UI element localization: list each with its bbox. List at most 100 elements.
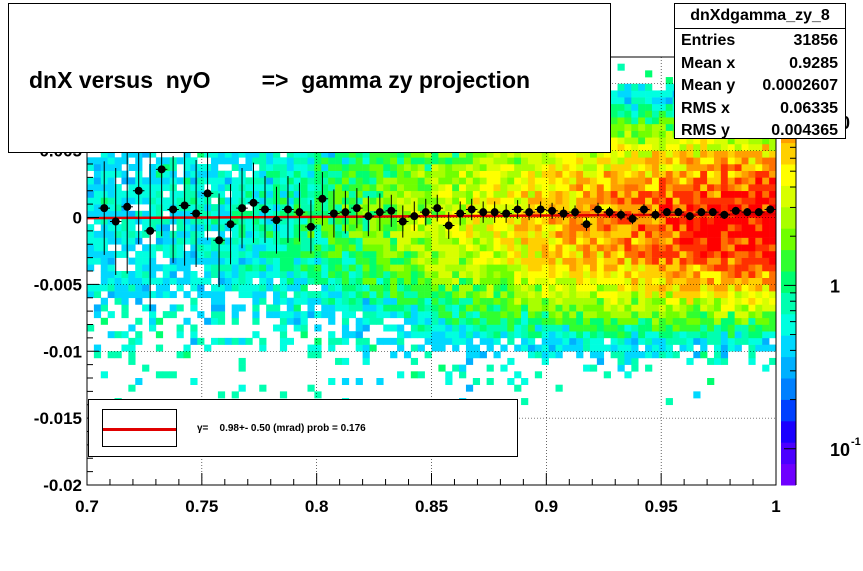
heatmap-cell	[149, 324, 157, 332]
heatmap-cell	[190, 190, 198, 198]
heatmap-cell	[335, 284, 343, 292]
heatmap-cell	[651, 164, 660, 171]
heatmap-cell	[665, 398, 673, 406]
heatmap-cell	[459, 204, 467, 212]
heatmap-cell	[603, 311, 611, 319]
heatmap-cell	[645, 331, 653, 339]
heatmap-cell	[493, 304, 501, 312]
heatmap-cell	[603, 164, 611, 171]
heatmap-cell	[162, 224, 170, 232]
heatmap-cell	[734, 304, 742, 312]
heatmap-cell	[93, 230, 102, 238]
heatmap-cell	[245, 271, 253, 278]
heatmap-cell	[390, 297, 398, 305]
heatmap-cell	[390, 284, 398, 292]
heatmap-cell	[555, 324, 563, 332]
heatmap-cell	[617, 364, 625, 372]
heatmap-cell	[624, 277, 632, 285]
heatmap-cell	[238, 264, 246, 272]
heatmap-cell	[279, 204, 288, 212]
heatmap-cell	[252, 230, 260, 238]
heatmap-cell	[521, 331, 529, 339]
heatmap-cell	[376, 284, 384, 292]
heatmap-cell	[438, 331, 446, 339]
heatmap-cell	[624, 291, 632, 299]
heatmap-cell	[293, 150, 301, 158]
heatmap-cell	[307, 177, 315, 185]
heatmap-cell	[252, 224, 260, 232]
heatmap-cell	[259, 257, 267, 265]
heatmap-cell	[762, 324, 770, 332]
heatmap-cell	[658, 123, 667, 131]
heatmap-cell	[431, 184, 439, 192]
heatmap-cell	[197, 244, 205, 252]
heatmap-cell	[465, 230, 474, 238]
heatmap-cell	[686, 170, 694, 178]
heatmap-cell	[438, 244, 446, 252]
heatmap-cell	[727, 164, 735, 171]
heatmap-cell	[651, 217, 660, 225]
heatmap-cell	[355, 304, 363, 312]
heatmap-cell	[362, 284, 370, 292]
heatmap-cell	[149, 317, 157, 325]
heatmap-cell	[259, 271, 267, 278]
heatmap-cell	[445, 304, 453, 312]
heatmap-cell	[445, 204, 453, 212]
heatmap-cell	[521, 170, 529, 178]
heatmap-cell	[734, 217, 742, 225]
heatmap-cell	[769, 190, 777, 198]
heatmap-cell	[403, 150, 412, 158]
heatmap-cell	[300, 150, 308, 158]
heatmap-cell	[589, 230, 598, 238]
heatmap-cell	[645, 230, 653, 238]
heatmap-cell	[741, 264, 749, 272]
heatmap-cell	[645, 90, 653, 98]
heatmap-cell	[720, 197, 729, 205]
profile-point	[318, 194, 327, 203]
heatmap-cell	[355, 150, 363, 158]
heatmap-cell	[562, 237, 570, 245]
heatmap-cell	[155, 264, 164, 272]
heatmap-cell	[617, 331, 625, 339]
heatmap-cell	[410, 371, 419, 379]
heatmap-cell	[665, 344, 673, 352]
heatmap-cell	[403, 257, 412, 265]
heatmap-cell	[162, 230, 170, 238]
heatmap-cell	[321, 291, 329, 299]
heatmap-cell	[727, 324, 735, 332]
heatmap-cell	[741, 304, 749, 312]
profile-point	[502, 209, 511, 218]
heatmap-cell	[693, 224, 701, 232]
stats-row-rms-y: RMS y 0.004365	[675, 119, 845, 142]
heatmap-cell	[631, 357, 639, 365]
heatmap-cell	[307, 344, 315, 352]
heatmap-cell	[658, 264, 667, 272]
heatmap-cell	[121, 177, 129, 185]
heatmap-cell	[638, 311, 646, 319]
heatmap-cell	[638, 137, 646, 145]
heatmap-cell	[190, 184, 198, 192]
heatmap-cell	[183, 257, 191, 265]
heatmap-cell	[707, 324, 715, 332]
heatmap-cell	[562, 257, 570, 265]
heatmap-cell	[459, 197, 467, 205]
heatmap-cell	[727, 157, 735, 165]
heatmap-cell	[279, 331, 288, 339]
heatmap-cell	[576, 271, 584, 278]
heatmap-cell	[679, 177, 687, 185]
heatmap-cell	[583, 264, 591, 272]
profile-point	[410, 212, 419, 221]
heatmap-cell	[665, 224, 673, 232]
heatmap-cell	[741, 277, 749, 285]
heatmap-cell	[755, 304, 763, 312]
heatmap-cell	[534, 190, 543, 198]
heatmap-cell	[514, 324, 522, 332]
heatmap-cell	[748, 190, 756, 198]
heatmap-cell	[645, 103, 653, 111]
heatmap-cell	[720, 357, 729, 365]
heatmap-cell	[700, 224, 708, 232]
heatmap-cell	[341, 164, 350, 171]
heatmap-cell	[307, 150, 315, 158]
heatmap-cell	[734, 184, 742, 192]
heatmap-cell	[273, 271, 281, 278]
